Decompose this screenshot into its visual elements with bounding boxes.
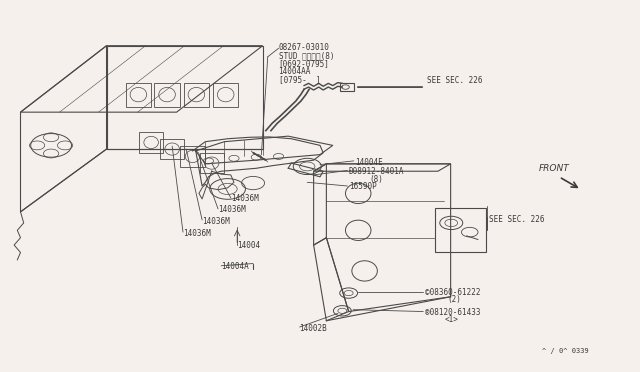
Text: ^ / 0^ 0339: ^ / 0^ 0339 xyxy=(541,349,589,355)
Text: 14036M: 14036M xyxy=(231,195,259,203)
Text: ©08360-61222: ©08360-61222 xyxy=(425,288,481,297)
Text: 14004: 14004 xyxy=(237,241,260,250)
Text: [0692-0795]: [0692-0795] xyxy=(278,59,330,68)
Text: FRONT: FRONT xyxy=(539,164,570,173)
Text: 14004E: 14004E xyxy=(355,157,383,167)
Text: 14004AA: 14004AA xyxy=(278,67,311,76)
Text: 16590P: 16590P xyxy=(349,182,376,191)
Text: [0795-  ]: [0795- ] xyxy=(278,76,320,84)
Text: 14036M: 14036M xyxy=(183,229,211,238)
Text: (2): (2) xyxy=(447,295,461,304)
Text: 14004A: 14004A xyxy=(221,262,249,271)
Text: 14036M: 14036M xyxy=(202,217,230,225)
Text: SEE SEC. 226: SEE SEC. 226 xyxy=(489,215,545,224)
Text: 14036M: 14036M xyxy=(218,205,246,215)
Text: SEE SEC. 226: SEE SEC. 226 xyxy=(427,76,483,85)
Text: Ð08912-8401A: Ð08912-8401A xyxy=(349,167,404,176)
Text: <1>: <1> xyxy=(444,315,458,324)
Text: STUD スタッド(8): STUD スタッド(8) xyxy=(278,51,334,60)
Text: ®08120-61433: ®08120-61433 xyxy=(425,308,481,317)
Text: 08267-03010: 08267-03010 xyxy=(278,43,330,52)
Bar xyxy=(340,83,355,91)
Text: (8): (8) xyxy=(370,175,383,184)
Text: 14002B: 14002B xyxy=(300,324,327,333)
